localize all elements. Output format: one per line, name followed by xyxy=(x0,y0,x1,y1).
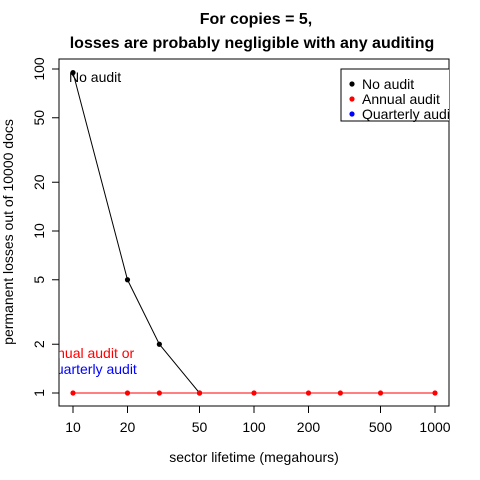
x-tick-label: 1000 xyxy=(419,419,450,435)
legend-box xyxy=(340,68,449,122)
x-tick-label: 100 xyxy=(242,419,266,435)
legend-label-annual-audit: Annual audit xyxy=(362,91,440,107)
x-axis: 10 20 50 100 200 500 1000 xyxy=(65,406,451,435)
legend-marker-no-audit xyxy=(349,81,355,87)
x-tick-label: 50 xyxy=(192,419,208,435)
y-axis: 1 2 5 10 20 50 100 xyxy=(31,57,59,397)
chart-title-line1: For copies = 5, xyxy=(200,11,312,28)
legend-marker-quarterly-audit xyxy=(349,111,355,117)
chart-title-line2: losses are probably negligible with any … xyxy=(70,35,435,52)
legend-marker-annual-audit xyxy=(349,96,355,102)
data-point-annual-audit xyxy=(124,390,131,396)
data-point-annual-audit xyxy=(432,390,438,396)
data-point-annual-audit xyxy=(156,390,162,396)
x-tick-label: 500 xyxy=(369,419,393,435)
data-point-annual-audit xyxy=(70,390,76,396)
legend-label-quarterly-audit: Quarterly audit xyxy=(362,106,454,122)
x-tick-label: 20 xyxy=(120,419,136,435)
x-axis-label: sector lifetime (megahours) xyxy=(169,449,339,465)
y-tick-label: 50 xyxy=(31,110,47,126)
y-tick-label: 10 xyxy=(31,223,47,239)
annotation-no-audit: No audit xyxy=(69,69,121,85)
data-point-annual-audit xyxy=(305,390,312,396)
data-point-annual-audit xyxy=(196,390,203,396)
annotations: No audit Annual audit or Quarterly audit xyxy=(40,69,137,377)
y-tick-label: 2 xyxy=(31,340,47,348)
annotation-quarterly: Quarterly audit xyxy=(45,361,137,377)
x-tick-label: 200 xyxy=(297,419,321,435)
y-axis-label: permanent losses out of 10000 docs xyxy=(0,119,16,345)
legend-label-no-audit: No audit xyxy=(362,76,414,92)
data-point-no-audit xyxy=(156,341,162,347)
x-tick-label: 10 xyxy=(65,419,81,435)
series-layer xyxy=(70,70,438,396)
series-line-no-audit xyxy=(72,72,200,394)
annotation-annual: Annual audit or xyxy=(40,345,135,361)
y-tick-label: 5 xyxy=(31,276,47,284)
y-tick-label: 1 xyxy=(31,389,47,397)
y-tick-label: 20 xyxy=(31,174,47,190)
data-point-annual-audit xyxy=(377,390,384,396)
y-tick-label: 100 xyxy=(31,57,47,81)
data-point-no-audit xyxy=(124,277,131,283)
data-point-annual-audit xyxy=(337,390,343,396)
data-point-no-audit xyxy=(70,70,76,76)
data-point-annual-audit xyxy=(251,390,257,396)
